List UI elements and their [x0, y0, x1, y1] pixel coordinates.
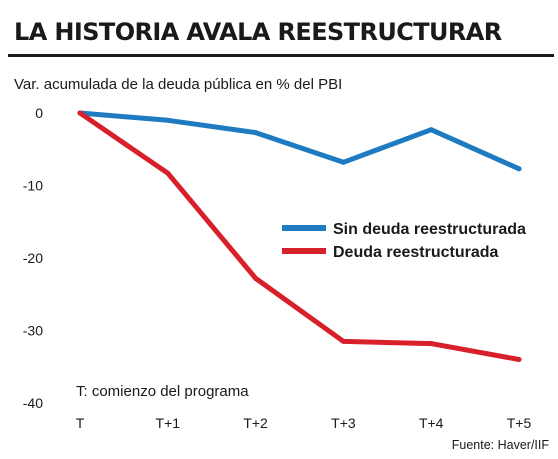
- x-tick-label: T+1: [156, 415, 181, 431]
- source-note: Fuente: Haver/IIF: [452, 438, 550, 452]
- program-start-annotation: T: comienzo del programa: [76, 383, 249, 400]
- series-line-sin-deuda: [77, 110, 522, 172]
- legend-label-sin-deuda: Sin deuda reestructurada: [333, 221, 526, 238]
- x-axis-ticks: T T+1 T+2 T+3 T+4 T+5: [76, 415, 532, 431]
- chart-title: LA HISTORIA AVALA REESTRUCTURAR: [14, 18, 502, 46]
- data-point: [516, 166, 522, 172]
- data-point: [253, 275, 259, 281]
- data-point: [77, 110, 83, 116]
- y-tick-label: 0: [35, 105, 43, 121]
- data-point: [340, 338, 346, 344]
- data-point: [516, 357, 522, 362]
- y-axis-ticks: 0 -10 -20 -30 -40: [23, 105, 43, 411]
- title-divider: [8, 54, 554, 57]
- series-lines: [77, 110, 522, 362]
- x-tick-label: T+4: [419, 415, 444, 431]
- data-point: [340, 159, 346, 165]
- y-tick-label: -10: [23, 178, 43, 194]
- legend: Sin deuda reestructurada Deuda reestruct…: [282, 221, 526, 261]
- y-tick-label: -20: [23, 250, 43, 266]
- series-line-deuda: [77, 110, 522, 362]
- legend-label-deuda: Deuda reestructurada: [333, 244, 498, 261]
- x-tick-label: T+5: [507, 415, 532, 431]
- data-point: [428, 127, 434, 133]
- y-tick-label: -40: [23, 395, 43, 411]
- data-point: [428, 341, 434, 347]
- data-point: [165, 117, 171, 123]
- chart-subtitle: Var. acumulada de la deuda pública en % …: [14, 76, 342, 93]
- data-point: [165, 170, 171, 176]
- x-tick-label: T: [76, 415, 85, 431]
- y-tick-label: -30: [23, 323, 43, 339]
- x-tick-label: T+3: [331, 415, 356, 431]
- data-point: [253, 130, 259, 136]
- x-tick-label: T+2: [243, 415, 268, 431]
